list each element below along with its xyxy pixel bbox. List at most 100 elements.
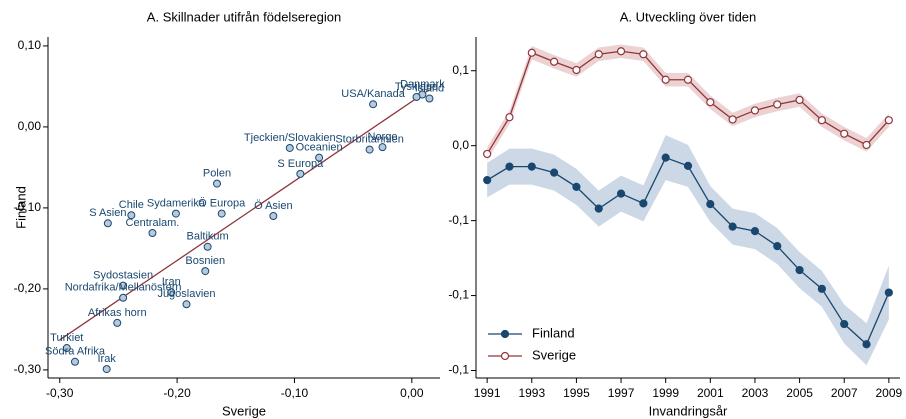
point-label: Oceanien bbox=[296, 142, 343, 154]
chart-title: A. Skillnader utifrån födelseregion bbox=[147, 9, 341, 24]
point-label: Bosnien bbox=[185, 255, 225, 267]
x-tick-label: 1995 bbox=[563, 386, 590, 400]
point-label: Sydostasien bbox=[93, 270, 153, 282]
y-tick-label: 0,00 bbox=[18, 119, 42, 133]
series-marker bbox=[505, 162, 514, 171]
scatter-point bbox=[62, 344, 71, 353]
series-marker bbox=[750, 227, 760, 236]
x-tick-label: 2007 bbox=[831, 386, 858, 400]
series-marker bbox=[884, 116, 893, 125]
scatter-point bbox=[412, 92, 421, 101]
point-label: Södra Afrika bbox=[45, 346, 106, 358]
scatter-point bbox=[70, 357, 79, 366]
point-label: Centralam. bbox=[126, 217, 180, 229]
series-marker bbox=[616, 189, 626, 198]
y-tick-label: 0,10 bbox=[18, 38, 42, 52]
x-tick-label: -0,20 bbox=[163, 386, 191, 400]
point-label: Tyskland bbox=[395, 81, 438, 93]
confidence-band bbox=[487, 135, 889, 366]
series-marker bbox=[706, 200, 715, 209]
series-marker bbox=[795, 95, 804, 105]
x-tick-label: 2003 bbox=[742, 386, 769, 400]
series-marker bbox=[550, 57, 559, 66]
scatter-point bbox=[182, 300, 191, 309]
series-marker bbox=[550, 168, 559, 177]
series-marker bbox=[505, 113, 514, 122]
point-label: S Asien bbox=[89, 207, 126, 219]
series-marker bbox=[773, 241, 782, 251]
x-tick-label: 0,00 bbox=[400, 386, 424, 400]
scatter-point bbox=[203, 242, 212, 251]
series-marker bbox=[817, 116, 826, 125]
series-line bbox=[486, 50, 890, 155]
series-marker bbox=[594, 50, 603, 59]
y-tick-label: -0,30 bbox=[14, 362, 42, 376]
point-label: Turkiet bbox=[50, 332, 83, 344]
point-label: Polen bbox=[203, 168, 231, 180]
series-marker bbox=[728, 222, 737, 231]
x-tick-label: 1997 bbox=[608, 386, 635, 400]
legend-label: Finland bbox=[532, 325, 575, 340]
x-tick-label: -0,30 bbox=[46, 386, 74, 400]
point-label: Norge bbox=[368, 131, 398, 143]
y-tick-label: -0,1 bbox=[448, 288, 469, 302]
x-tick-label: 1991 bbox=[474, 386, 501, 400]
series-marker bbox=[795, 265, 804, 275]
scatter-point bbox=[213, 179, 222, 188]
confidence-band bbox=[487, 44, 889, 161]
scatter-point bbox=[378, 143, 387, 152]
series-marker bbox=[572, 65, 581, 75]
x-tick-label: 1999 bbox=[652, 386, 679, 400]
scatter-point bbox=[296, 169, 305, 178]
series-marker bbox=[817, 284, 826, 293]
point-label: Afrikas horn bbox=[88, 307, 147, 319]
x-axis-title: Sverige bbox=[222, 403, 266, 418]
point-label: USA/Kanada bbox=[341, 88, 405, 100]
scatter-point bbox=[113, 318, 122, 327]
scatter-point bbox=[103, 219, 112, 228]
point-label: Tjeckien/Slovakien bbox=[244, 132, 336, 144]
series-marker bbox=[572, 182, 581, 191]
series-marker bbox=[884, 288, 893, 297]
scatter-point bbox=[285, 143, 294, 152]
y-axis-title: Finland bbox=[13, 186, 28, 229]
point-label: Baltikum bbox=[187, 231, 229, 243]
point-label: Irak bbox=[98, 353, 117, 365]
series-marker bbox=[483, 149, 492, 159]
series-marker bbox=[594, 204, 603, 213]
point-label: Ö Europa bbox=[198, 197, 246, 209]
x-tick-label: 1993 bbox=[518, 386, 545, 400]
scatter-point bbox=[119, 293, 128, 302]
series-marker bbox=[862, 140, 871, 150]
series-marker bbox=[706, 98, 715, 107]
scatter-point bbox=[201, 267, 210, 276]
x-tick-label: 2005 bbox=[786, 386, 813, 400]
series-marker bbox=[616, 47, 626, 56]
scatter-point bbox=[171, 209, 180, 218]
series-marker bbox=[483, 176, 492, 185]
point-label: Nordafrika/Mellanöstern bbox=[65, 282, 182, 294]
series-marker bbox=[639, 199, 648, 208]
series-marker bbox=[527, 48, 536, 57]
point-label: Iran bbox=[162, 276, 181, 288]
series-marker bbox=[683, 161, 693, 171]
series-marker bbox=[683, 75, 693, 84]
point-label: Jugoslavien bbox=[157, 288, 215, 300]
point-label: Sydamerika bbox=[147, 197, 206, 209]
point-label: Ö Asien bbox=[254, 200, 293, 212]
y-tick-label: -0,20 bbox=[14, 281, 42, 295]
y-tick-label: 0,1 bbox=[452, 63, 469, 77]
legend-label: Sverige bbox=[532, 347, 576, 362]
y-tick-label: 0,0 bbox=[452, 138, 469, 152]
series-marker bbox=[862, 340, 871, 349]
x-tick-label: 2001 bbox=[697, 386, 724, 400]
legend-marker bbox=[500, 351, 510, 361]
y-tick-label: -0,1 bbox=[448, 213, 469, 227]
scatter-point bbox=[148, 229, 157, 238]
y-tick-label: -0,10 bbox=[14, 200, 42, 214]
y-tick-label: -0,1 bbox=[448, 363, 469, 377]
series-marker bbox=[527, 162, 536, 171]
series-marker bbox=[840, 319, 849, 329]
series-marker bbox=[661, 75, 670, 84]
